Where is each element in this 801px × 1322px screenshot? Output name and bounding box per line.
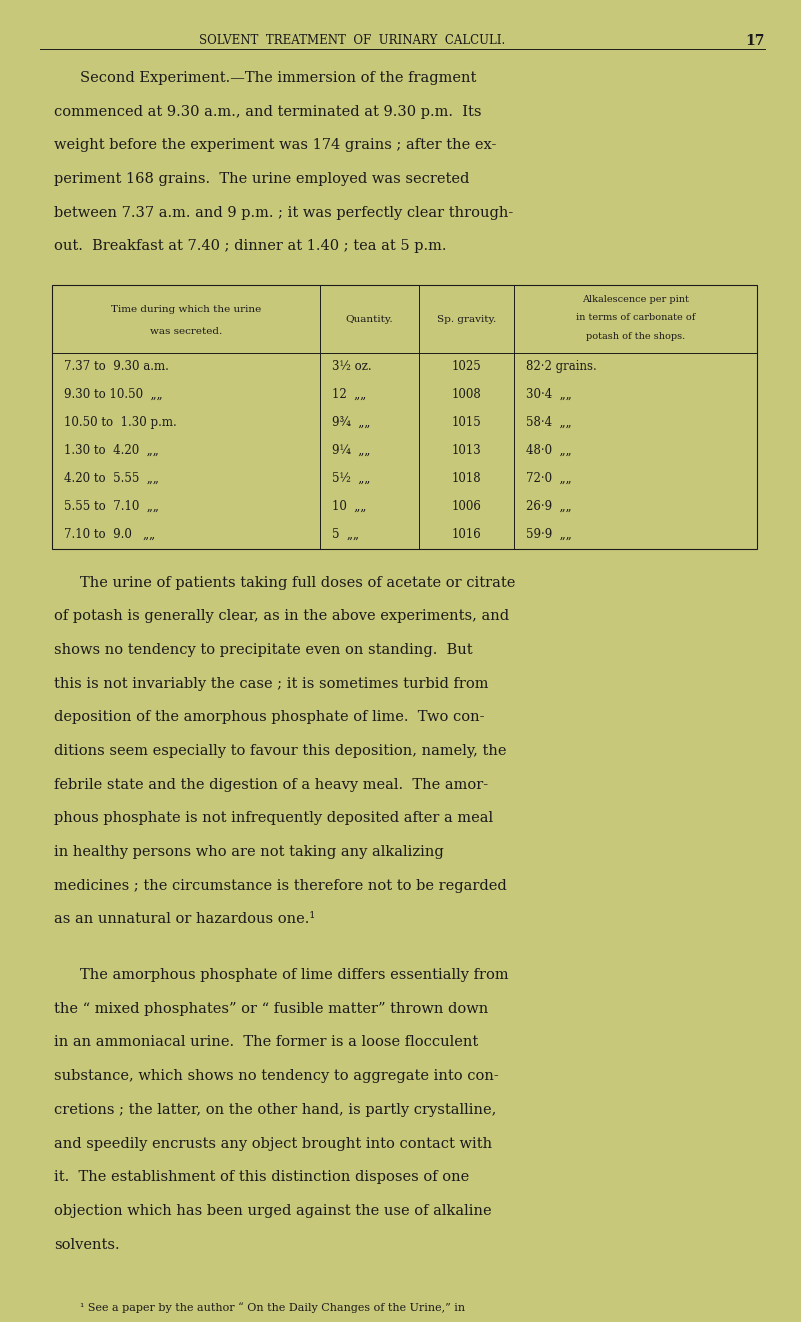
Text: potash of the shops.: potash of the shops. [586, 332, 685, 341]
Text: SOLVENT  TREATMENT  OF  URINARY  CALCULI.: SOLVENT TREATMENT OF URINARY CALCULI. [199, 34, 505, 48]
Text: in an ammoniacal urine.  The former is a loose flocculent: in an ammoniacal urine. The former is a … [54, 1035, 479, 1050]
Text: deposition of the amorphous phosphate of lime.  Two con-: deposition of the amorphous phosphate of… [54, 710, 485, 724]
Text: 26·9  „„: 26·9 „„ [525, 500, 571, 513]
Text: The amorphous phosphate of lime differs essentially from: The amorphous phosphate of lime differs … [80, 968, 509, 982]
Text: 82·2 grains.: 82·2 grains. [525, 360, 597, 373]
Text: 4.20 to  5.55  „„: 4.20 to 5.55 „„ [64, 472, 159, 485]
Text: 1008: 1008 [451, 389, 481, 401]
Text: 5.55 to  7.10  „„: 5.55 to 7.10 „„ [64, 500, 159, 513]
Text: 9.30 to 10.50  „„: 9.30 to 10.50 „„ [64, 389, 163, 401]
Bar [52, 286, 757, 549]
Text: Alkalescence per pint: Alkalescence per pint [582, 295, 689, 304]
Text: febrile state and the digestion of a heavy meal.  The amor-: febrile state and the digestion of a hea… [54, 777, 489, 792]
Text: 1013: 1013 [451, 444, 481, 457]
Text: 10  „„: 10 „„ [332, 500, 366, 513]
Text: as an unnatural or hazardous one.¹: as an unnatural or hazardous one.¹ [54, 912, 316, 927]
Text: medicines ; the circumstance is therefore not to be regarded: medicines ; the circumstance is therefor… [54, 879, 507, 892]
Text: 12  „„: 12 „„ [332, 389, 366, 401]
Text: 17: 17 [746, 34, 765, 49]
Text: cretions ; the latter, on the other hand, is partly crystalline,: cretions ; the latter, on the other hand… [54, 1103, 497, 1117]
Text: shows no tendency to precipitate even on standing.  But: shows no tendency to precipitate even on… [54, 642, 473, 657]
Text: ditions seem especially to favour this deposition, namely, the: ditions seem especially to favour this d… [54, 744, 507, 758]
Text: this is not invariably the case ; it is sometimes turbid from: this is not invariably the case ; it is … [54, 677, 489, 690]
Text: in healthy persons who are not taking any alkalizing: in healthy persons who are not taking an… [54, 845, 445, 859]
Text: 9¾  „„: 9¾ „„ [332, 416, 370, 430]
Text: Quantity.: Quantity. [345, 315, 393, 324]
Text: 7.37 to  9.30 a.m.: 7.37 to 9.30 a.m. [64, 360, 169, 373]
Text: weight before the experiment was 174 grains ; after the ex-: weight before the experiment was 174 gra… [54, 139, 497, 152]
Text: and speedily encrusts any object brought into contact with: and speedily encrusts any object brought… [54, 1137, 493, 1150]
Text: 7.10 to  9.0   „„: 7.10 to 9.0 „„ [64, 529, 155, 541]
Text: substance, which shows no tendency to aggregate into con-: substance, which shows no tendency to ag… [54, 1069, 499, 1083]
Text: objection which has been urged against the use of alkaline: objection which has been urged against t… [54, 1204, 492, 1218]
Text: of potash is generally clear, as in the above experiments, and: of potash is generally clear, as in the … [54, 609, 509, 623]
Text: out.  Breakfast at 7.40 ; dinner at 1.40 ; tea at 5 p.m.: out. Breakfast at 7.40 ; dinner at 1.40 … [54, 239, 447, 254]
Text: commenced at 9.30 a.m., and terminated at 9.30 p.m.  Its: commenced at 9.30 a.m., and terminated a… [54, 104, 482, 119]
Text: 72·0  „„: 72·0 „„ [525, 472, 571, 485]
Text: 48·0  „„: 48·0 „„ [525, 444, 571, 457]
Text: 5  „„: 5 „„ [332, 529, 359, 541]
Text: the “ mixed phosphates” or “ fusible matter” thrown down: the “ mixed phosphates” or “ fusible mat… [54, 1002, 489, 1015]
Text: between 7.37 a.m. and 9 p.m. ; it was perfectly clear through-: between 7.37 a.m. and 9 p.m. ; it was pe… [54, 206, 513, 219]
Text: 1006: 1006 [451, 500, 481, 513]
Text: 1.30 to  4.20  „„: 1.30 to 4.20 „„ [64, 444, 159, 457]
Text: 10.50 to  1.30 p.m.: 10.50 to 1.30 p.m. [64, 416, 177, 430]
Text: it.  The establishment of this distinction disposes of one: it. The establishment of this distinctio… [54, 1170, 469, 1185]
Text: The urine of patients taking full doses of acetate or citrate: The urine of patients taking full doses … [80, 575, 516, 590]
Text: 3½ oz.: 3½ oz. [332, 360, 372, 373]
Text: 58·4  „„: 58·4 „„ [525, 416, 571, 430]
Text: 30·4  „„: 30·4 „„ [525, 389, 572, 401]
Text: was secreted.: was secreted. [150, 327, 222, 336]
Text: 59·9  „„: 59·9 „„ [525, 529, 572, 541]
Text: ¹ See a paper by the author “ On the Daily Changes of the Urine,” in: ¹ See a paper by the author “ On the Dai… [80, 1302, 465, 1313]
Text: phous phosphate is not infrequently deposited after a meal: phous phosphate is not infrequently depo… [54, 812, 493, 825]
Text: solvents.: solvents. [54, 1237, 120, 1252]
Text: in terms of carbonate of: in terms of carbonate of [576, 313, 695, 323]
Text: 1018: 1018 [452, 472, 481, 485]
Text: Second Experiment.—The immersion of the fragment: Second Experiment.—The immersion of the … [80, 71, 477, 85]
Text: periment 168 grains.  The urine employed was secreted: periment 168 grains. The urine employed … [54, 172, 470, 186]
Text: Sp. gravity.: Sp. gravity. [437, 315, 496, 324]
Text: 5½  „„: 5½ „„ [332, 472, 370, 485]
Text: 1015: 1015 [451, 416, 481, 430]
Text: Time during which the urine: Time during which the urine [111, 305, 261, 313]
Text: 1025: 1025 [451, 360, 481, 373]
Text: 1016: 1016 [451, 529, 481, 541]
Text: 9¼  „„: 9¼ „„ [332, 444, 370, 457]
